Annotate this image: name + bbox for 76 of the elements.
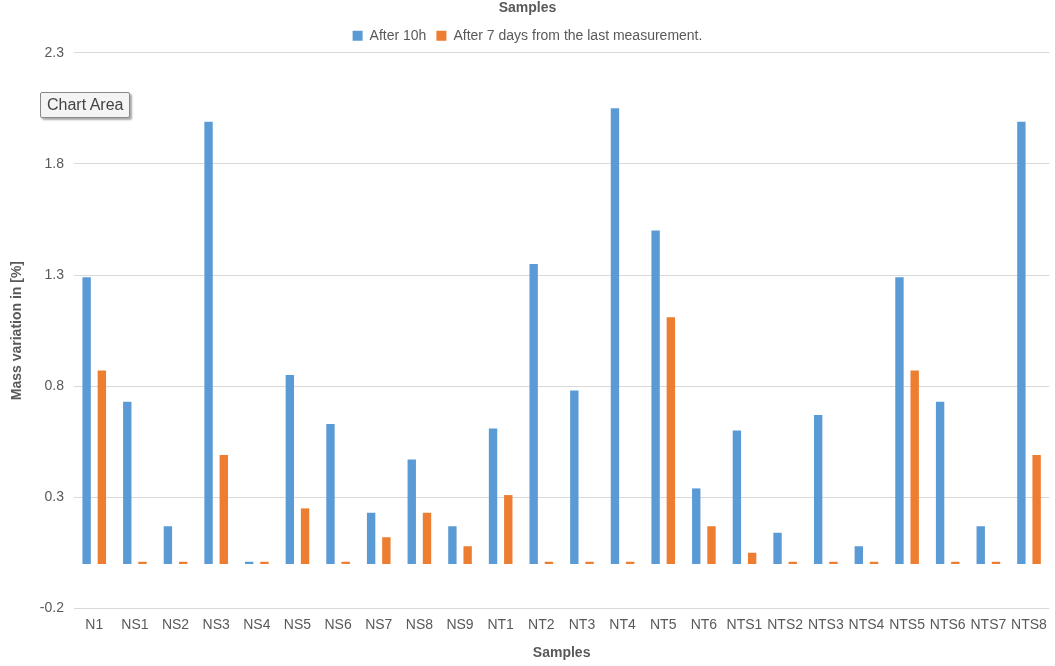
x-tick-label: NTS8 bbox=[1011, 615, 1048, 632]
x-tick-label: NS2 bbox=[161, 615, 190, 632]
bar bbox=[910, 370, 919, 564]
x-tick-label: NTS6 bbox=[929, 615, 966, 632]
bar bbox=[585, 561, 594, 564]
legend-label: After 7 days from the last measurement. bbox=[453, 26, 703, 43]
bar bbox=[285, 375, 295, 564]
x-tick-label: NS1 bbox=[121, 615, 149, 632]
bar bbox=[488, 428, 498, 564]
bar bbox=[260, 561, 269, 564]
bar bbox=[529, 263, 538, 564]
y-axis-title: Mass variation in [%] bbox=[8, 260, 25, 401]
bar bbox=[895, 277, 904, 564]
x-tick-label: NS8 bbox=[405, 615, 434, 632]
bar bbox=[448, 526, 457, 564]
bar bbox=[666, 317, 676, 564]
bar bbox=[204, 121, 213, 564]
x-tick-label: NTS1 bbox=[726, 615, 763, 632]
x-tick-label: NTS5 bbox=[889, 615, 926, 632]
bar bbox=[123, 401, 132, 564]
bar bbox=[976, 526, 985, 564]
y-tick-label: 1.8 bbox=[44, 154, 65, 171]
chart-title: Samples bbox=[498, 0, 557, 16]
x-tick-label: NS4 bbox=[243, 615, 271, 632]
bar bbox=[651, 230, 660, 564]
x-tick-label: NS7 bbox=[365, 615, 393, 632]
x-tick-label: NS3 bbox=[202, 615, 230, 632]
x-tick-label: NTS7 bbox=[970, 615, 1007, 632]
bar bbox=[407, 459, 416, 564]
x-tick-label: NS9 bbox=[446, 615, 474, 632]
y-tick-label: 0.8 bbox=[44, 377, 65, 394]
x-tick-label: NTS4 bbox=[848, 615, 885, 632]
annotation: Chart Area bbox=[40, 92, 131, 118]
bar bbox=[163, 526, 173, 564]
bar bbox=[935, 401, 945, 564]
legend-label: After 10h bbox=[369, 26, 427, 43]
y-tick-label: 0.3 bbox=[44, 488, 65, 505]
bar bbox=[382, 537, 391, 564]
bar bbox=[219, 455, 228, 564]
y-tick-label: 1.3 bbox=[44, 265, 65, 282]
bar bbox=[82, 277, 91, 564]
bar bbox=[138, 561, 147, 564]
bar bbox=[829, 561, 838, 564]
bar bbox=[747, 552, 757, 564]
bar bbox=[1017, 121, 1026, 564]
bar bbox=[366, 512, 376, 564]
y-tick-label: -0.2 bbox=[39, 599, 65, 616]
bar bbox=[692, 488, 701, 564]
bar bbox=[463, 546, 472, 564]
bar bbox=[326, 423, 335, 564]
bar bbox=[773, 532, 782, 564]
bar bbox=[570, 390, 579, 564]
y-tick-label: 2.3 bbox=[44, 43, 65, 60]
x-tick-label: NT1 bbox=[487, 615, 515, 632]
bar bbox=[300, 508, 310, 564]
x-axis-title: Samples bbox=[532, 644, 591, 661]
bar bbox=[707, 526, 716, 564]
bar bbox=[97, 370, 107, 564]
bar bbox=[854, 546, 864, 564]
x-tick-label: NT6 bbox=[690, 615, 718, 632]
x-tick-label: NT4 bbox=[609, 615, 637, 632]
x-tick-label: NTS2 bbox=[767, 615, 804, 632]
bar bbox=[813, 415, 823, 564]
x-tick-label: NT5 bbox=[650, 615, 677, 632]
x-tick-label: NS5 bbox=[283, 615, 312, 632]
x-tick-label: NTS3 bbox=[807, 615, 844, 632]
x-tick-label: NS6 bbox=[324, 615, 352, 632]
bar bbox=[610, 108, 620, 564]
bar bbox=[951, 561, 960, 564]
x-tick-label: N1 bbox=[85, 615, 104, 632]
x-tick-label: NT2 bbox=[528, 615, 555, 632]
bar bbox=[732, 430, 742, 564]
x-tick-label: NT3 bbox=[568, 615, 596, 632]
bar bbox=[504, 495, 513, 564]
bar bbox=[422, 512, 432, 564]
bar bbox=[1032, 455, 1041, 564]
